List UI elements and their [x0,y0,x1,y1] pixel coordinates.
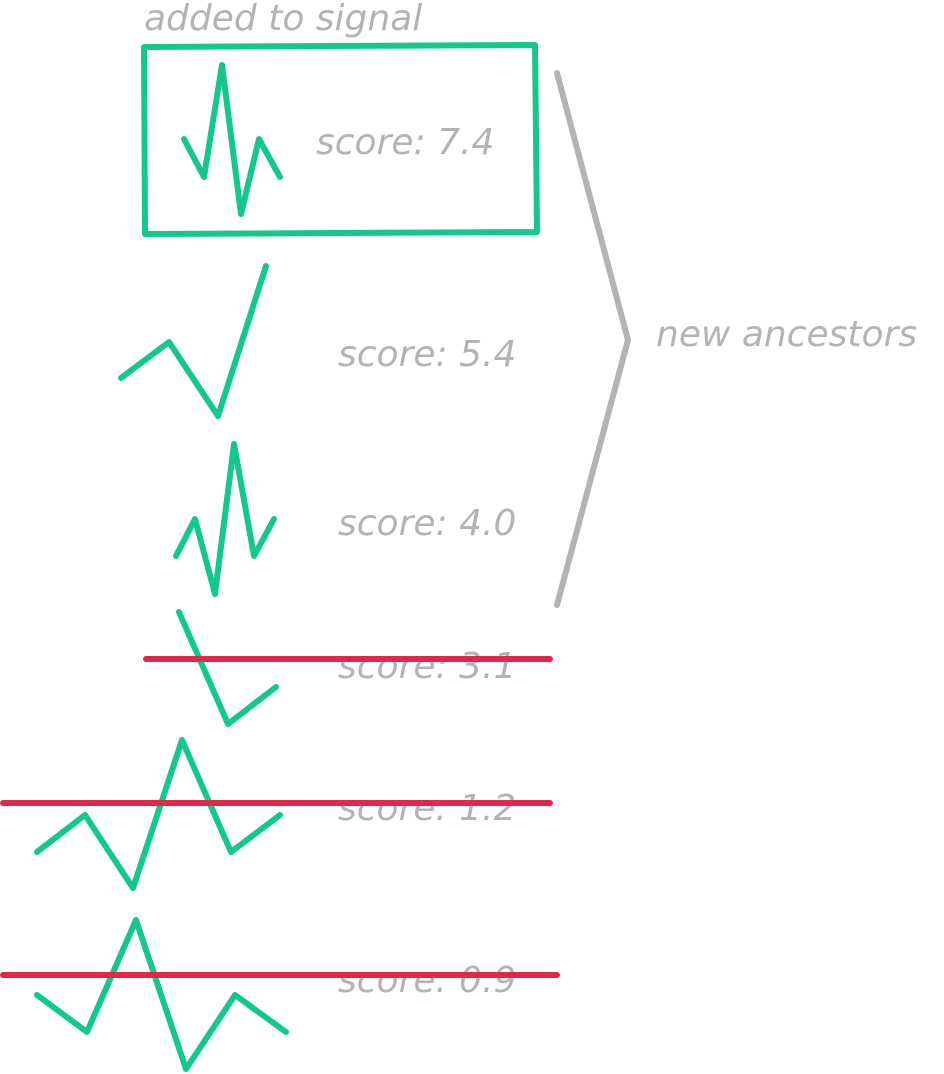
score-label: score: 3.1 [338,646,516,687]
signal-item: score: 3.1 [143,609,553,727]
score-label: score: 7.4 [316,122,494,163]
signal-item: score: 1.2 [0,737,553,891]
signal-item: score: 7.4 [181,62,494,217]
selected-signal-box [141,42,540,237]
signal-item: score: 4.0 [173,441,516,597]
waveform-icon [34,917,289,1072]
score-label: score: 0.9 [338,960,516,1001]
waveform-icon [181,62,283,217]
score-label: score: 1.2 [338,788,516,829]
waveform-icon [118,263,269,419]
new-ancestors-label: new ancestors [656,314,917,355]
added-to-signal-caption: added to signal [144,0,422,39]
score-label: score: 5.4 [338,334,516,375]
new-ancestors-bracket [554,70,631,608]
waveform-icon [176,609,279,727]
signal-item: score: 0.9 [0,917,560,1072]
waveform-icon [34,737,283,891]
score-label: score: 4.0 [338,503,516,544]
signal-item: score: 5.4 [118,263,516,419]
waveform-icon [173,441,277,597]
